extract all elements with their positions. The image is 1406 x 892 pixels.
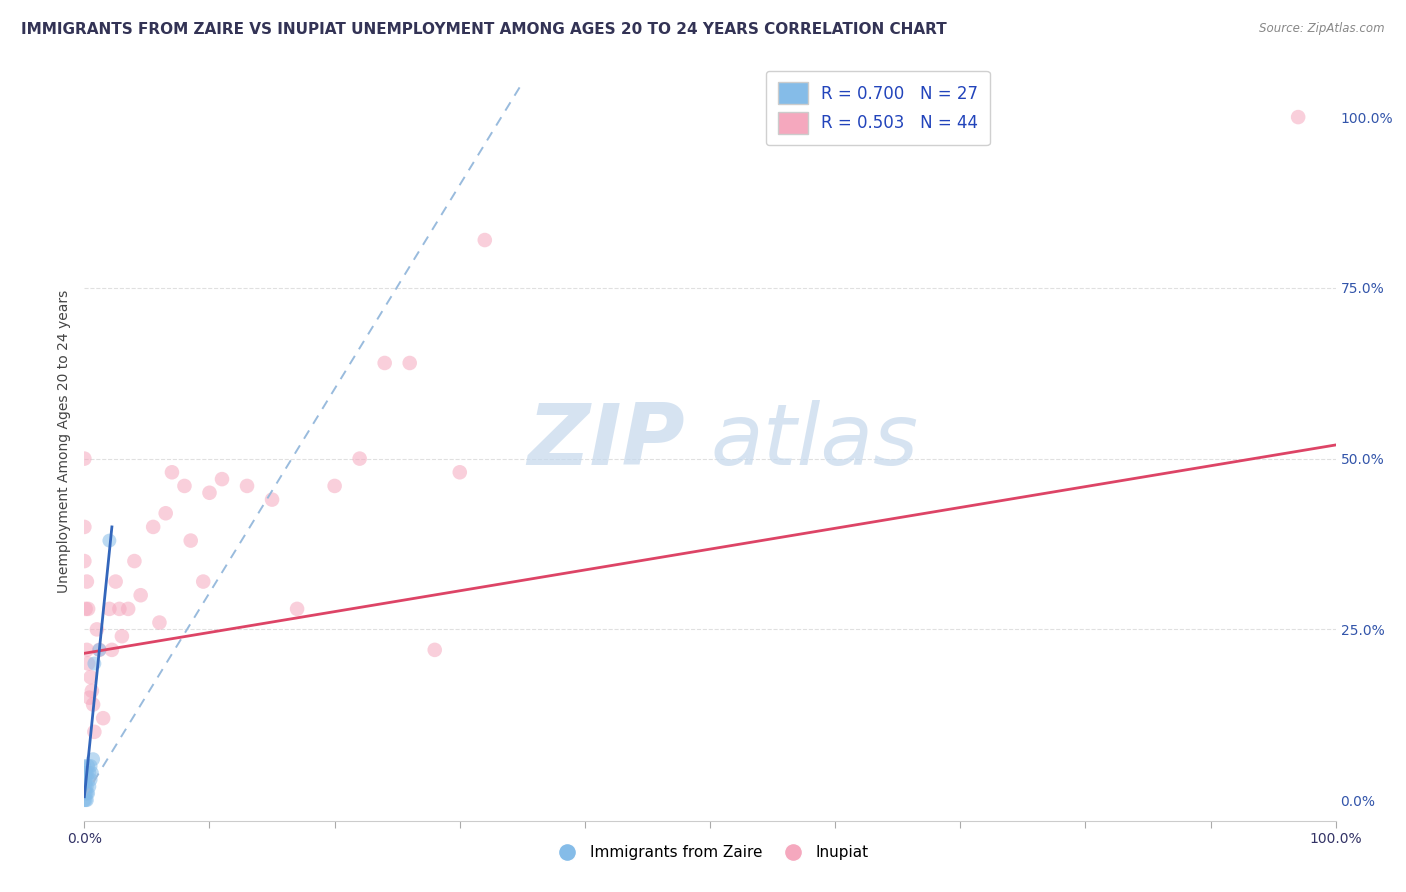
Point [75, 765, 97, 780]
Point [155, 506, 177, 520]
Point [98, 533, 121, 548]
Point [76, 765, 98, 780]
Point [198, 485, 221, 500]
Point [349, 451, 371, 466]
Point [104, 574, 127, 589]
Point [86, 623, 108, 637]
Point [91, 711, 114, 725]
Text: IMMIGRANTS FROM ZAIRE VS INUPIAT UNEMPLOYMENT AMONG AGES 20 TO 24 YEARS CORRELAT: IMMIGRANTS FROM ZAIRE VS INUPIAT UNEMPLO… [21, 22, 946, 37]
Point [73, 786, 96, 800]
Point [73, 451, 96, 466]
Point [83, 657, 105, 671]
Point [77, 657, 100, 671]
Point [75, 772, 97, 787]
Point [76, 793, 98, 807]
Point [98, 602, 121, 616]
Point [101, 643, 124, 657]
Point [73, 793, 96, 807]
Point [76, 786, 98, 800]
Point [77, 602, 100, 616]
Point [82, 698, 104, 712]
Point [108, 602, 131, 616]
Point [111, 629, 134, 643]
Point [117, 602, 139, 616]
Point [129, 588, 152, 602]
Point [73, 772, 96, 787]
Point [89, 643, 111, 657]
Point [374, 356, 396, 370]
Point [193, 574, 215, 589]
Point [76, 780, 98, 794]
Point [173, 479, 195, 493]
Point [82, 752, 104, 766]
Point [73, 554, 96, 568]
Point [79, 772, 101, 787]
Text: Source: ZipAtlas.com: Source: ZipAtlas.com [1260, 22, 1385, 36]
Point [449, 465, 471, 479]
Point [142, 520, 165, 534]
Point [79, 759, 101, 773]
Text: ZIP: ZIP [527, 400, 685, 483]
Point [77, 786, 100, 800]
Point [423, 643, 446, 657]
Point [75, 780, 97, 794]
Point [83, 724, 105, 739]
Point [398, 356, 420, 370]
Point [79, 780, 101, 794]
Point [73, 780, 96, 794]
Point [75, 786, 97, 800]
Text: atlas: atlas [710, 400, 918, 483]
Point [73, 765, 96, 780]
Point [89, 643, 111, 657]
Point [285, 602, 308, 616]
Point [160, 465, 183, 479]
Point [75, 602, 97, 616]
Point [262, 492, 284, 507]
Point [323, 479, 346, 493]
Point [79, 690, 101, 705]
Point [77, 759, 100, 773]
Point [76, 643, 98, 657]
Point [1286, 110, 1309, 124]
Point [180, 533, 202, 548]
Point [124, 554, 146, 568]
Legend: Immigrants from Zaire, Inupiat: Immigrants from Zaire, Inupiat [546, 838, 875, 866]
Point [236, 479, 259, 493]
Point [79, 765, 101, 780]
Point [80, 684, 103, 698]
Point [148, 615, 170, 630]
Point [76, 574, 98, 589]
Point [73, 520, 96, 534]
Point [211, 472, 233, 486]
Point [75, 793, 97, 807]
Point [79, 670, 101, 684]
Point [80, 765, 103, 780]
Point [77, 772, 100, 787]
Point [474, 233, 496, 247]
Y-axis label: Unemployment Among Ages 20 to 24 years: Unemployment Among Ages 20 to 24 years [58, 290, 72, 593]
Point [73, 759, 96, 773]
